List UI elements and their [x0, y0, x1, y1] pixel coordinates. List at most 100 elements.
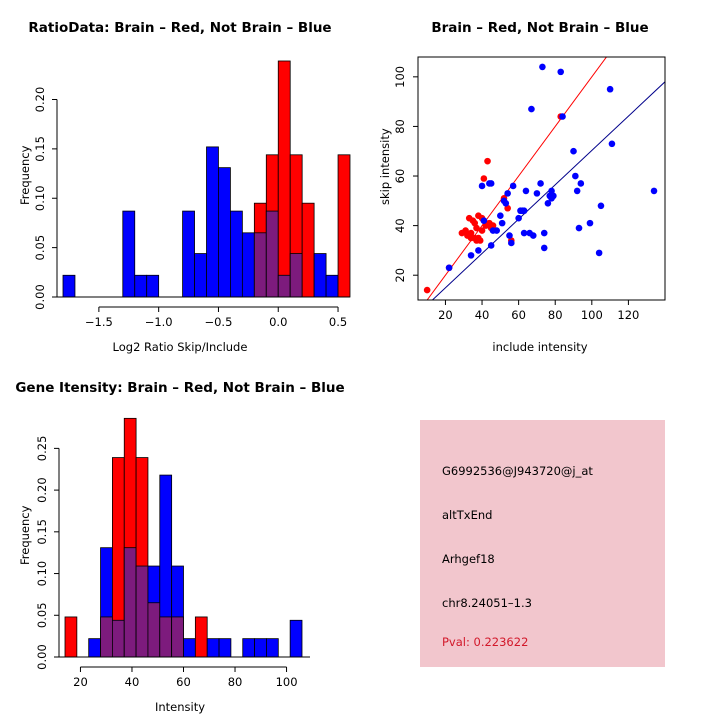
scatter-point	[489, 222, 497, 229]
info-pvalue: Pval: 0.223622	[442, 635, 529, 649]
scatter-point	[520, 207, 528, 215]
scatter-point	[476, 237, 484, 244]
histogram-bar	[88, 638, 101, 658]
histogram-bar	[206, 146, 219, 298]
histogram-bar	[64, 616, 78, 658]
histogram-bar	[194, 253, 207, 298]
scatter-point	[544, 199, 552, 207]
scatter-point	[478, 227, 486, 234]
scatter-point	[478, 182, 486, 190]
histogram-bar	[218, 167, 231, 298]
scatter-point	[529, 232, 537, 239]
scatter-point	[528, 105, 535, 113]
ratio-histogram-plot: 0.00 0.05 0.10 0.15 0.20 −1.5 −1.0 −0.5 0.0 0.5	[33, 60, 351, 329]
histogram-bar	[122, 210, 136, 298]
x-tick-label: −0.5	[204, 315, 232, 329]
scatter-point	[586, 219, 594, 227]
x-tick-label: 100	[276, 675, 298, 689]
histogram-bar	[194, 616, 208, 658]
y-tick-label: 100	[393, 66, 407, 88]
ratio-histogram-title: RatioData: Brain – Red, Not Brain – Blue	[28, 20, 332, 36]
histogram-bar-overlap	[253, 232, 267, 298]
scatter-point	[480, 217, 488, 224]
histogram-bar	[325, 274, 339, 298]
scatter-point	[597, 202, 605, 210]
histogram-bar	[313, 253, 327, 298]
x-tick-label: 20	[438, 308, 453, 322]
scatter-point	[462, 227, 469, 234]
y-tick-label: 40	[393, 218, 407, 233]
x-tick-label: −1.0	[145, 315, 173, 329]
scatter-point	[548, 187, 555, 195]
scatter-point	[537, 180, 544, 187]
histogram-bar-overlap	[123, 547, 137, 658]
scatter-point	[539, 63, 546, 71]
y-tick-label: 80	[393, 119, 407, 134]
scatter-point	[467, 229, 475, 237]
fit-line-not-brain-fit	[431, 81, 665, 300]
histogram-bar-overlap	[100, 616, 113, 658]
info-gene-symbol: Arhgef18	[442, 552, 495, 566]
panel-gene-intensity-histogram: Gene Itensity: Brain – Red, Not Brain – …	[0, 360, 360, 720]
histogram-bar	[146, 274, 160, 298]
histogram-bar	[277, 60, 291, 298]
histogram-bar	[182, 210, 195, 298]
histogram-bar-overlap	[147, 602, 161, 658]
gene-x-axis-label: Intensity	[154, 700, 206, 714]
histogram-bar	[266, 638, 279, 658]
scatter-point	[509, 182, 517, 190]
y-tick-label: 0.20	[35, 477, 49, 503]
x-tick-label: 60	[176, 675, 191, 689]
histogram-bar-overlap	[265, 210, 279, 298]
scatter-point	[570, 147, 577, 155]
histogram-bar	[241, 232, 255, 298]
y-tick-label: 0.15	[33, 136, 47, 162]
x-tick-label: 80	[548, 308, 563, 322]
scatter-point	[423, 286, 431, 294]
histogram-bar	[301, 202, 315, 298]
x-tick-label: 80	[228, 675, 243, 689]
scatter-point	[467, 252, 475, 259]
scatter-point	[493, 227, 500, 234]
scatter-point	[650, 187, 658, 195]
scatter-point	[520, 229, 528, 237]
scatter-title: Brain – Red, Not Brain – Blue	[431, 20, 649, 36]
histogram-bar	[206, 638, 220, 658]
scatter-plot: 20 40 60 80 100 20 40 60 80 100 120	[393, 56, 666, 322]
histogram-bar-overlap	[159, 616, 173, 658]
scatter-point	[480, 175, 488, 182]
x-tick-label: 120	[617, 308, 639, 322]
x-tick-label: 100	[581, 308, 603, 322]
scatter-point	[575, 224, 583, 232]
scatter-point	[595, 249, 603, 257]
histogram-bar	[230, 210, 243, 298]
scatter-content	[423, 57, 665, 300]
y-tick-label: 0.05	[35, 602, 49, 628]
scatter-point	[473, 224, 480, 232]
scatter-point	[606, 85, 614, 93]
scatter-point	[550, 192, 557, 200]
x-tick-label: 40	[125, 675, 140, 689]
info-locus: chr8.24051–1.3	[442, 596, 532, 610]
histogram-bar	[134, 274, 148, 298]
histogram-bar	[289, 619, 303, 658]
scatter-point	[515, 214, 522, 222]
histogram-bar-overlap	[277, 274, 291, 298]
y-tick-label: 60	[393, 169, 407, 184]
y-tick-label: 20	[393, 268, 407, 283]
y-tick-label: 0.10	[35, 561, 49, 587]
scatter-point	[484, 157, 491, 165]
y-tick-label: 0.20	[33, 87, 47, 113]
y-tick-label: 0.00	[35, 644, 49, 670]
scatter-point	[497, 212, 504, 219]
plot-frame	[417, 56, 666, 301]
x-tick-label: 60	[511, 308, 526, 322]
y-tick-label: 0.15	[35, 519, 49, 545]
gene-info-box: G6992536@J943720@j_at altTxEnd Arhgef18 …	[420, 420, 665, 667]
scatter-point	[540, 244, 548, 252]
scatter-point	[445, 264, 453, 272]
histogram-bar	[337, 154, 351, 298]
y-tick-label: 0.05	[33, 235, 47, 261]
info-probeset-id: G6992536@J943720@j_at	[442, 464, 593, 478]
